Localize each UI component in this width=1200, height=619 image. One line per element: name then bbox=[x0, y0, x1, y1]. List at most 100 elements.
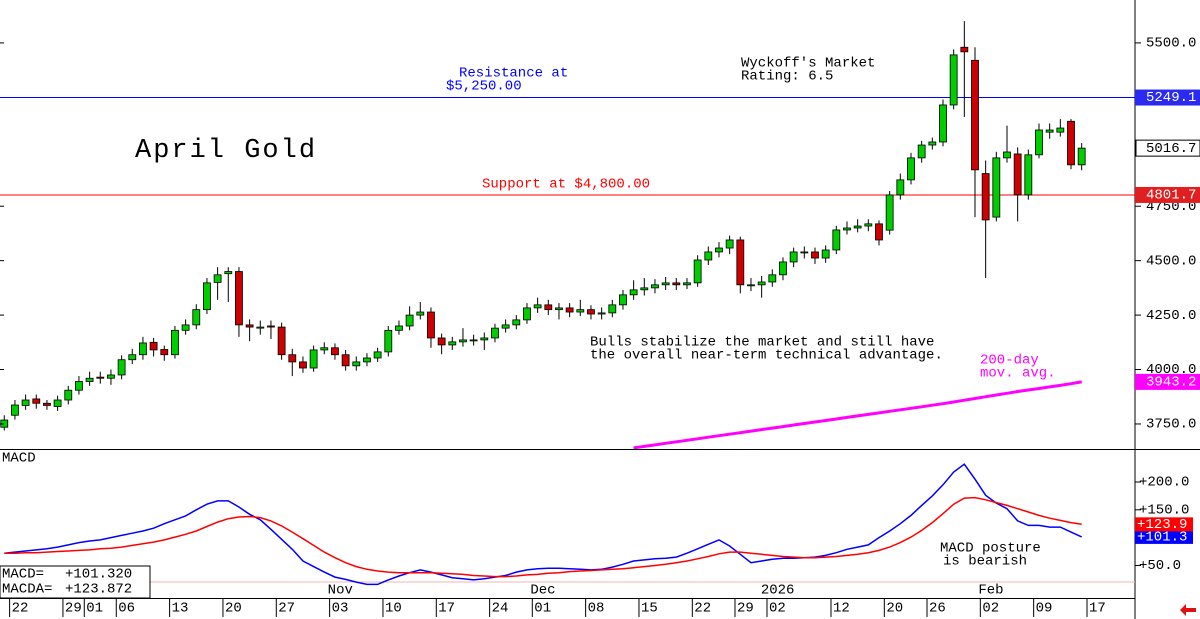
candle-body bbox=[309, 349, 318, 369]
candle-body bbox=[277, 326, 286, 356]
candle-body bbox=[693, 259, 702, 284]
price-tag bbox=[1135, 139, 1200, 157]
candle-body bbox=[971, 59, 979, 171]
candle-body bbox=[288, 354, 297, 363]
candle-body bbox=[800, 251, 809, 254]
candle-body bbox=[1024, 154, 1033, 196]
candle-body bbox=[853, 225, 862, 229]
candle-body bbox=[501, 324, 510, 329]
x-tick-label: 06 bbox=[118, 601, 135, 617]
candle-body bbox=[1013, 153, 1022, 196]
macd-readout-value: +123.872 bbox=[65, 582, 132, 598]
candle-body bbox=[427, 311, 435, 339]
candle-body bbox=[181, 324, 190, 331]
candle-body bbox=[491, 327, 499, 339]
candle-body bbox=[1035, 129, 1043, 156]
candle-body bbox=[928, 141, 937, 146]
x-tick-label: 08 bbox=[588, 601, 605, 617]
macd-comment: is bearish bbox=[943, 554, 1027, 570]
candle-body bbox=[907, 157, 915, 181]
candle-body bbox=[757, 281, 766, 286]
candle-body bbox=[651, 284, 659, 289]
y-tick-label: +200.0 bbox=[1139, 475, 1189, 491]
candle-body bbox=[331, 347, 339, 356]
candle-body bbox=[864, 223, 873, 227]
candle-body bbox=[555, 307, 563, 311]
x-tick-label: 20 bbox=[225, 601, 242, 617]
candle-body bbox=[992, 157, 1001, 218]
macd-readout-name: MACDA= bbox=[2, 582, 52, 598]
candle-body bbox=[395, 325, 403, 331]
candle-body bbox=[363, 357, 371, 363]
candle-body bbox=[747, 284, 755, 287]
candle-body bbox=[341, 354, 350, 367]
candle-body bbox=[85, 377, 94, 382]
moving-average bbox=[633, 380, 1082, 449]
candle-body bbox=[533, 304, 542, 309]
candle-body bbox=[960, 46, 969, 53]
candle-body bbox=[832, 229, 841, 251]
macd-tag bbox=[1135, 517, 1193, 532]
candle-body bbox=[640, 287, 649, 291]
candle-body bbox=[245, 324, 254, 328]
x-tick-label: 01 bbox=[534, 601, 551, 617]
y-tick-label: +50.0 bbox=[1139, 558, 1181, 574]
macd-tag bbox=[1135, 529, 1193, 544]
candle-body bbox=[725, 239, 734, 249]
x-tick-label: 17 bbox=[1089, 601, 1106, 617]
candle-body bbox=[75, 381, 83, 391]
candle-body bbox=[267, 325, 275, 328]
macd-line bbox=[4, 496, 1082, 578]
macd-readout-value: +101.320 bbox=[65, 567, 132, 583]
candle-body bbox=[875, 223, 883, 241]
candle-body bbox=[21, 399, 30, 406]
candle-body bbox=[789, 251, 798, 263]
y-tick-label: 5500.0 bbox=[1146, 36, 1196, 52]
scroll-arrow[interactable] bbox=[1180, 604, 1196, 616]
x-tick-label: 26 bbox=[929, 601, 946, 617]
candle-body bbox=[715, 247, 723, 253]
candle-body bbox=[416, 311, 425, 316]
rating-note: Rating: 6.5 bbox=[741, 69, 833, 85]
candle-body bbox=[64, 389, 73, 401]
x-tick-label: 10 bbox=[385, 601, 402, 617]
macd-title: MACD bbox=[2, 451, 36, 467]
price-tag-label: 4801.7 bbox=[1146, 188, 1196, 204]
candle-body bbox=[139, 342, 147, 356]
comment: the overall near-term technical advantag… bbox=[590, 348, 943, 364]
candle-body bbox=[32, 398, 41, 404]
candle-body bbox=[107, 374, 115, 379]
x-tick-label: 22 bbox=[694, 601, 711, 617]
ma-label: mov. avg. bbox=[980, 366, 1056, 382]
rating-note: Wyckoff's Market bbox=[741, 56, 875, 72]
candle-body bbox=[203, 282, 211, 311]
support-note: Support at $4,800.00 bbox=[482, 177, 650, 193]
x-tick-label: 22 bbox=[12, 601, 29, 617]
candle-body bbox=[299, 361, 307, 369]
month-label: Feb bbox=[978, 583, 1003, 599]
price-tag-label: 5016.7 bbox=[1146, 141, 1196, 157]
candle-body bbox=[192, 309, 201, 326]
candle-body bbox=[459, 339, 467, 343]
candle-body bbox=[512, 319, 521, 326]
candle-body bbox=[1067, 120, 1075, 166]
candle-body bbox=[843, 227, 851, 231]
candle-body bbox=[885, 194, 894, 231]
candle-body bbox=[587, 309, 595, 315]
candle-body bbox=[235, 271, 243, 326]
candle-body bbox=[224, 271, 233, 275]
candle-body bbox=[373, 351, 382, 359]
candle-body bbox=[149, 341, 158, 351]
month-label: Dec bbox=[530, 583, 555, 599]
candle-body bbox=[939, 104, 947, 143]
x-tick-label: 29 bbox=[737, 601, 754, 617]
month-label: 2026 bbox=[761, 583, 795, 599]
candle-body bbox=[320, 347, 329, 351]
candle-body bbox=[917, 144, 926, 159]
macd-readout-name: MACD= bbox=[2, 567, 44, 583]
month-label: Nov bbox=[328, 583, 353, 599]
plot-layer: 5500.04750.04500.04250.04000.03750.0+200… bbox=[0, 21, 1200, 617]
price-tag bbox=[1135, 89, 1200, 106]
candle-body bbox=[171, 329, 179, 356]
